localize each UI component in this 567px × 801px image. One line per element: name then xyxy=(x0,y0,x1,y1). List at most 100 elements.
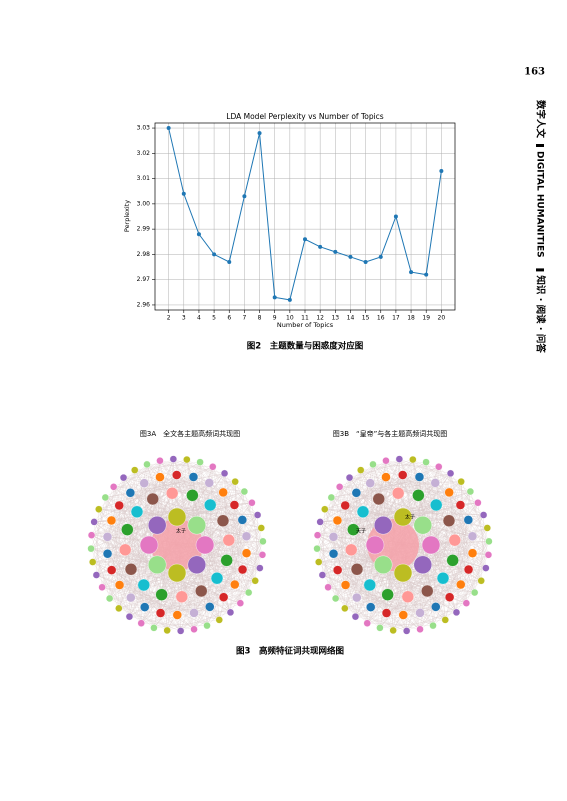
x-tick-label: 13 xyxy=(331,315,339,322)
network-a: 太子 xyxy=(88,456,267,635)
node xyxy=(223,534,235,546)
node xyxy=(99,584,106,591)
node xyxy=(445,488,454,497)
node xyxy=(341,605,348,612)
node xyxy=(447,470,454,477)
data-point xyxy=(318,245,322,249)
node xyxy=(366,479,375,488)
node xyxy=(205,478,214,487)
node xyxy=(474,499,481,506)
node xyxy=(176,591,188,603)
node xyxy=(333,516,342,525)
node xyxy=(106,595,113,602)
node xyxy=(241,488,248,495)
node xyxy=(107,516,116,525)
node xyxy=(164,627,171,634)
node xyxy=(471,589,478,596)
node xyxy=(468,549,477,558)
node xyxy=(211,572,223,584)
node xyxy=(204,622,211,629)
node xyxy=(115,605,122,612)
y-tick-label: 3.01 xyxy=(137,175,151,182)
node xyxy=(449,534,461,546)
node xyxy=(259,551,266,558)
node xyxy=(148,516,166,534)
y-tick-label: 2.99 xyxy=(137,226,151,233)
node xyxy=(219,593,228,602)
node xyxy=(204,499,216,511)
node xyxy=(445,593,454,602)
node xyxy=(412,489,424,501)
node xyxy=(256,565,263,572)
node xyxy=(119,544,131,556)
node xyxy=(478,577,485,584)
node xyxy=(197,459,204,466)
data-point xyxy=(364,260,368,264)
node xyxy=(431,478,440,487)
node xyxy=(431,602,440,611)
node xyxy=(376,624,383,631)
node xyxy=(403,627,410,634)
node xyxy=(140,536,158,554)
node xyxy=(382,609,391,618)
node xyxy=(447,554,459,566)
node xyxy=(245,589,252,596)
x-tick-label: 7 xyxy=(242,315,246,322)
node xyxy=(341,581,350,590)
data-point xyxy=(379,255,383,259)
node xyxy=(156,609,165,618)
node xyxy=(242,532,251,541)
node xyxy=(191,626,198,633)
x-tick-label: 17 xyxy=(392,315,400,322)
node xyxy=(468,532,477,541)
side-text: 知识 · 阅读 · 问答 xyxy=(535,274,547,353)
node xyxy=(314,545,321,552)
node xyxy=(190,608,199,617)
node xyxy=(125,563,137,575)
node xyxy=(485,538,492,545)
node xyxy=(221,470,228,477)
node xyxy=(115,501,124,510)
node xyxy=(168,564,186,582)
node xyxy=(230,500,239,509)
node xyxy=(188,556,206,574)
x-tick-label: 2 xyxy=(167,315,171,322)
x-tick-label: 20 xyxy=(438,315,446,322)
node xyxy=(93,572,100,579)
node xyxy=(458,478,465,485)
x-tick-label: 14 xyxy=(347,315,355,322)
separator xyxy=(536,268,544,271)
node xyxy=(110,483,117,490)
x-axis-label: Number of Topics xyxy=(277,321,334,329)
node xyxy=(319,572,326,579)
x-tick-label: 11 xyxy=(301,315,309,322)
separator xyxy=(536,144,544,147)
node xyxy=(258,524,265,531)
node xyxy=(120,474,127,481)
x-tick-label: 9 xyxy=(273,315,277,322)
node xyxy=(414,516,432,534)
node xyxy=(126,593,135,602)
node xyxy=(150,624,157,631)
node xyxy=(216,616,223,623)
y-tick-label: 2.96 xyxy=(137,301,151,308)
node xyxy=(126,613,133,620)
node xyxy=(364,620,371,627)
node xyxy=(209,463,216,470)
node xyxy=(238,565,247,574)
data-point xyxy=(424,273,428,277)
node-label: 天子 xyxy=(356,528,366,535)
x-tick-label: 4 xyxy=(197,315,201,322)
node xyxy=(172,471,181,480)
node xyxy=(254,511,261,518)
x-tick-label: 6 xyxy=(227,315,231,322)
node xyxy=(170,456,177,463)
node xyxy=(357,467,364,474)
node xyxy=(336,483,343,490)
node xyxy=(115,581,124,590)
node xyxy=(189,472,198,481)
node xyxy=(456,580,465,589)
chart-title: LDA Model Perplexity vs Number of Topics xyxy=(226,112,384,121)
node xyxy=(88,545,95,552)
